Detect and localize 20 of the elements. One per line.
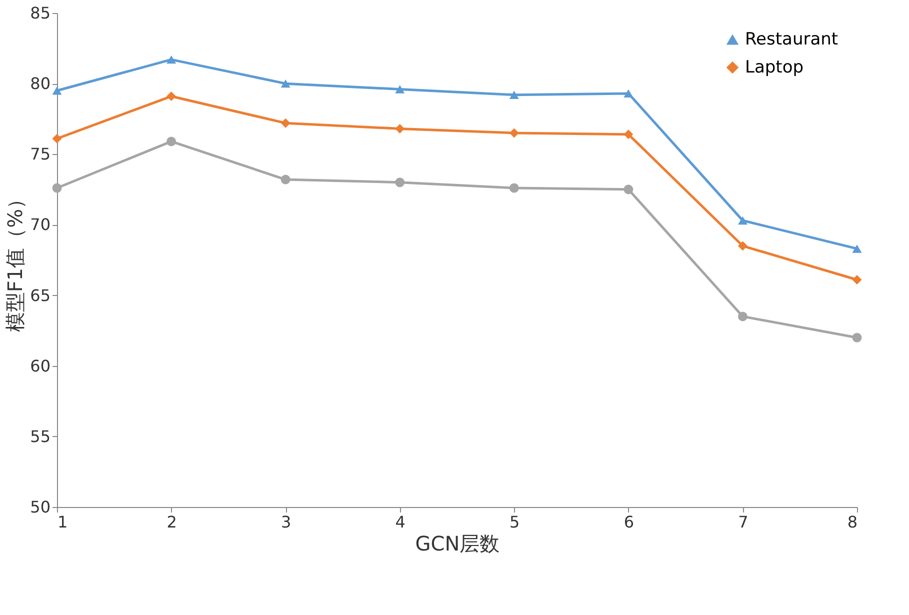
x-tick-label: 3: [280, 512, 292, 532]
y-tick-label: 50: [30, 498, 50, 516]
x-axis-title: GCN层数: [415, 532, 500, 556]
y-tick-label: 70: [30, 215, 50, 234]
legend-label: Laptop: [745, 58, 804, 78]
x-tick-label: 6: [624, 512, 634, 532]
legend-label: Restaurant: [745, 30, 838, 50]
y-tick-label: 80: [30, 74, 50, 94]
x-tick-label: 5: [510, 512, 520, 532]
x-tick-label: 8: [847, 512, 858, 532]
y-tick-label: 65: [30, 286, 50, 305]
x-tick-label: 7: [738, 512, 748, 532]
x-tick-label: 2: [166, 512, 177, 532]
y-tick-label: 55: [30, 426, 50, 446]
y-axis-title: 模型F1值（%）: [3, 188, 28, 332]
x-tick-label: 1: [58, 512, 68, 532]
x-tick-label: 4: [395, 512, 406, 532]
y-tick-label: 60: [30, 356, 50, 376]
y-tick-label: 75: [30, 144, 50, 164]
y-tick-label: 85: [30, 4, 50, 22]
